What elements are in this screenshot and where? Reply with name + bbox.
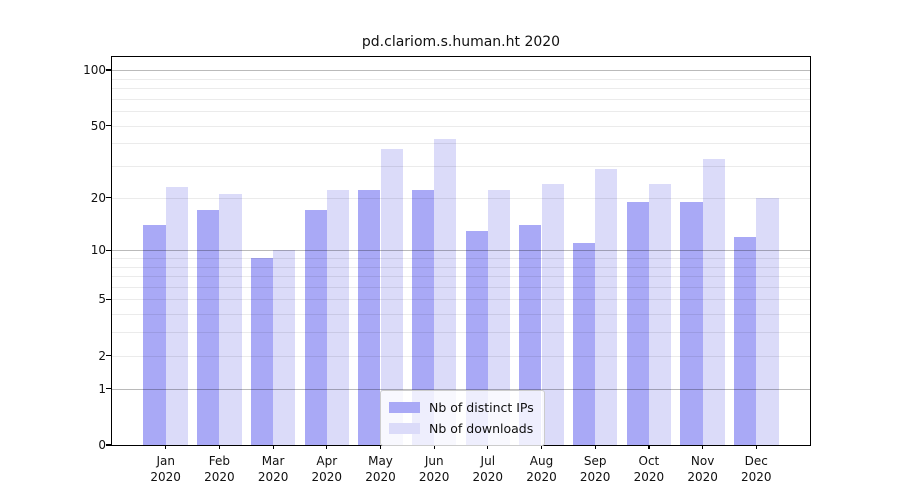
- gridline-major: [112, 388, 810, 390]
- gridline-minor: [112, 166, 810, 167]
- bar-ips-dec: [734, 236, 757, 445]
- bar-downloads-aug: [541, 183, 564, 445]
- y-tick-mark: [106, 444, 111, 446]
- bar-ips-apr: [304, 210, 327, 445]
- chart-title: pd.clariom.s.human.ht 2020: [361, 34, 561, 50]
- bar-downloads-jun: [434, 139, 457, 445]
- x-tick-mark: [755, 445, 757, 449]
- y-tick-label: 5: [98, 292, 106, 307]
- bar-downloads-mar: [273, 250, 296, 445]
- gridline-minor: [112, 111, 810, 112]
- bar-downloads-may: [380, 149, 403, 445]
- bar-ips-may: [358, 190, 381, 445]
- x-tick-mark: [165, 445, 167, 449]
- x-tick-label-apr: Apr 2020: [311, 454, 343, 484]
- gridline-minor: [112, 355, 810, 357]
- x-tick-label-may: May 2020: [365, 454, 396, 484]
- x-tick-mark: [594, 445, 596, 449]
- bar-downloads-jul: [487, 190, 511, 445]
- x-tick-label-jul: Jul 2020: [472, 454, 504, 484]
- x-tick-mark: [540, 445, 543, 449]
- gridline-minor: [112, 87, 810, 89]
- x-tick-mark: [379, 445, 382, 449]
- gridline-minor: [112, 332, 810, 334]
- x-tick-label-sep: Sep 2020: [579, 454, 611, 484]
- x-tick-label-dec: Dec 2020: [741, 454, 772, 484]
- legend-swatch-distinct-ips: [389, 402, 420, 413]
- y-tick-mark: [106, 69, 111, 71]
- y-tick-mark: [106, 197, 111, 199]
- gridline-minor: [112, 197, 810, 199]
- legend-swatch-downloads: [389, 423, 420, 434]
- bar-ips-nov: [680, 201, 703, 445]
- bar-downloads-jan: [165, 186, 188, 445]
- y-tick-label: 50: [90, 118, 106, 133]
- gridline-minor: [112, 143, 810, 145]
- gridline-major: [112, 70, 810, 71]
- legend-row-distinct-ips: Nb of distinct IPs: [389, 397, 534, 418]
- x-tick-label-jan: Jan 2020: [150, 454, 181, 484]
- gridline-minor: [112, 78, 810, 80]
- bar-downloads-sep: [595, 168, 618, 445]
- x-tick-label-mar: Mar 2020: [257, 454, 289, 484]
- y-tick-label: 2: [98, 348, 106, 363]
- x-tick-label-jun: Jun 2020: [418, 454, 450, 484]
- plot-area: 100 50 20 10 5 2 1 0 Jan 2020 Feb 2020 Mar 2020 Apr 202…: [83, 56, 811, 484]
- gridline-minor: [112, 286, 810, 288]
- x-tick-mark: [648, 445, 650, 449]
- gridline-minor: [112, 125, 810, 127]
- gridline-minor: [112, 314, 810, 316]
- bar-ips-feb: [197, 210, 220, 445]
- y-tick-mark: [106, 124, 111, 127]
- y-tick-mark: [106, 298, 111, 301]
- bar-downloads-feb: [219, 193, 242, 445]
- bar-downloads-nov: [702, 158, 725, 445]
- legend-row-downloads: Nb of downloads: [389, 418, 534, 439]
- x-tick-label-aug: Aug 2020: [526, 454, 557, 484]
- gridline-major: [112, 250, 810, 252]
- gridline-minor: [112, 276, 810, 277]
- legend-label-downloads: Nb of downloads: [429, 421, 534, 436]
- bar-downloads-apr: [326, 190, 350, 445]
- y-tick-label: 20: [90, 190, 106, 205]
- y-tick-label: 0: [98, 438, 106, 452]
- x-tick-mark: [487, 445, 489, 449]
- x-tick-label-feb: Feb 2020: [204, 454, 235, 484]
- y-tick-mark: [106, 388, 111, 390]
- x-tick-mark: [702, 445, 704, 449]
- x-tick-mark: [326, 445, 328, 449]
- gridline-minor: [112, 266, 810, 268]
- y-tick-label: 1: [98, 381, 106, 396]
- bar-downloads-dec: [756, 197, 779, 445]
- legend-label-distinct-ips: Nb of distinct IPs: [429, 400, 534, 415]
- y-tick-label: 10: [90, 243, 106, 258]
- bar-ips-jan: [143, 225, 166, 445]
- bar-ips-mar: [250, 257, 274, 445]
- gridline-minor: [112, 257, 810, 259]
- legend: Nb of distinct IPs Nb of downloads: [380, 390, 545, 446]
- x-tick-label-oct: Oct 2020: [633, 454, 665, 484]
- y-tick-label: 100: [83, 63, 106, 77]
- gridline-minor: [112, 98, 810, 100]
- x-tick-mark: [272, 445, 274, 449]
- x-tick-mark: [433, 445, 435, 449]
- y-tick-mark: [106, 355, 111, 357]
- x-tick-label-nov: Nov 2020: [687, 454, 718, 484]
- y-tick-mark: [106, 249, 111, 251]
- bar-ips-sep: [572, 243, 596, 445]
- gridline-minor: [112, 299, 810, 301]
- bar-ips-jun: [411, 190, 435, 445]
- bar-downloads-oct: [648, 183, 672, 445]
- x-tick-mark: [218, 445, 221, 449]
- bar-ips-oct: [626, 201, 649, 445]
